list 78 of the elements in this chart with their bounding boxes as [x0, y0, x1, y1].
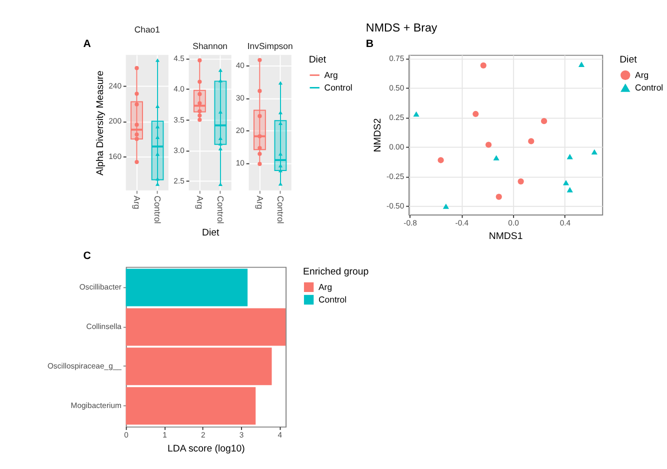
text: A: [83, 38, 92, 50]
legend-label: Control: [324, 82, 352, 93]
x-tick-label: Arg: [254, 196, 265, 210]
x-tick-label: 0.4: [560, 218, 572, 228]
y-tick-label: 3.0: [174, 146, 184, 155]
chart-title: Shannon: [192, 40, 228, 51]
y-tick-label: 0.00: [389, 142, 404, 152]
y-tick-label: 2.5: [174, 176, 184, 186]
point: [578, 62, 585, 67]
x-tick-label: Control: [276, 196, 286, 224]
point: [518, 178, 524, 184]
legend-label: Control: [635, 82, 664, 93]
point: [442, 204, 450, 209]
legend-title: Enriched group: [303, 266, 369, 278]
x-axis-title: Diet: [202, 227, 220, 238]
point: [496, 194, 502, 200]
y-tick-label: 0.50: [389, 83, 404, 92]
chart-title: Chao1: [134, 24, 160, 35]
text: C: [83, 250, 92, 262]
y-axis-title: NMDS2: [372, 118, 384, 152]
chart-title: NMDS + Bray: [366, 22, 438, 35]
y-tick-label: 30: [236, 94, 244, 103]
x-axis-title: NMDS1: [488, 231, 523, 242]
point: [566, 154, 573, 160]
y-tick-label: 40: [236, 61, 244, 70]
chart-title: InvSimpson: [247, 41, 293, 52]
x-tick-label: -0.8: [404, 218, 417, 228]
bar: [126, 348, 272, 386]
bar: [126, 387, 256, 425]
legend-title: Diet: [620, 54, 638, 66]
x-tick-label: Control: [152, 196, 163, 224]
point: [493, 155, 500, 160]
point: [540, 118, 548, 124]
x-tick-label: -0.4: [455, 218, 470, 228]
x-tick-label: 0.0: [508, 218, 519, 228]
y-tick-label: 4.0: [174, 84, 184, 94]
point: [591, 149, 598, 154]
point: [528, 138, 534, 144]
y-tick-label: -0.25: [386, 172, 404, 182]
legend-label: Arg: [324, 70, 338, 80]
y-tick-label: 160: [108, 152, 122, 162]
y-tick-label: -0.50: [386, 202, 404, 211]
legend-title: Diet: [308, 54, 326, 66]
y-tick-label: Oscillibacter: [79, 282, 122, 292]
x-tick-label: 0: [124, 430, 128, 440]
y-tick-label: Mogibacterium: [70, 400, 122, 410]
x-tick-label: Control: [216, 196, 226, 224]
y-tick-label: 0.25: [389, 112, 404, 122]
point: [413, 111, 420, 117]
y-tick-label: 0.75: [389, 54, 404, 63]
y-tick-label: Oscillospiraceae_g__: [48, 361, 122, 370]
bar: [126, 268, 248, 306]
y-axis-title: Alpha Diversity Measure: [94, 70, 106, 176]
x-axis-title: LDA score (log10): [167, 443, 245, 454]
x-tick-label: Arg: [132, 196, 142, 210]
x-tick-label: 3: [239, 430, 244, 440]
x-tick-label: 2: [200, 430, 206, 440]
y-tick-label: Collinsella: [86, 322, 122, 331]
point: [438, 157, 444, 164]
y-tick-label: 240: [108, 81, 122, 90]
point: [485, 142, 492, 148]
point: [480, 62, 486, 69]
x-tick-label: 1: [162, 430, 167, 440]
point: [472, 110, 479, 118]
point: [562, 180, 570, 186]
legend-label: Control: [318, 294, 347, 305]
y-tick-label: 3.5: [174, 115, 184, 124]
bar: [126, 308, 286, 346]
y-tick-label: 200: [108, 116, 122, 126]
y-tick-label: 20: [236, 126, 244, 136]
legend-label: Arg: [635, 70, 649, 80]
y-tick-label: 10: [236, 158, 244, 168]
legend-label: Arg: [318, 282, 332, 292]
y-tick-label: 4.5: [174, 54, 184, 63]
text: B: [366, 38, 374, 50]
x-tick-label: 4: [278, 430, 283, 440]
point: [566, 187, 573, 192]
x-tick-label: Arg: [194, 196, 205, 210]
